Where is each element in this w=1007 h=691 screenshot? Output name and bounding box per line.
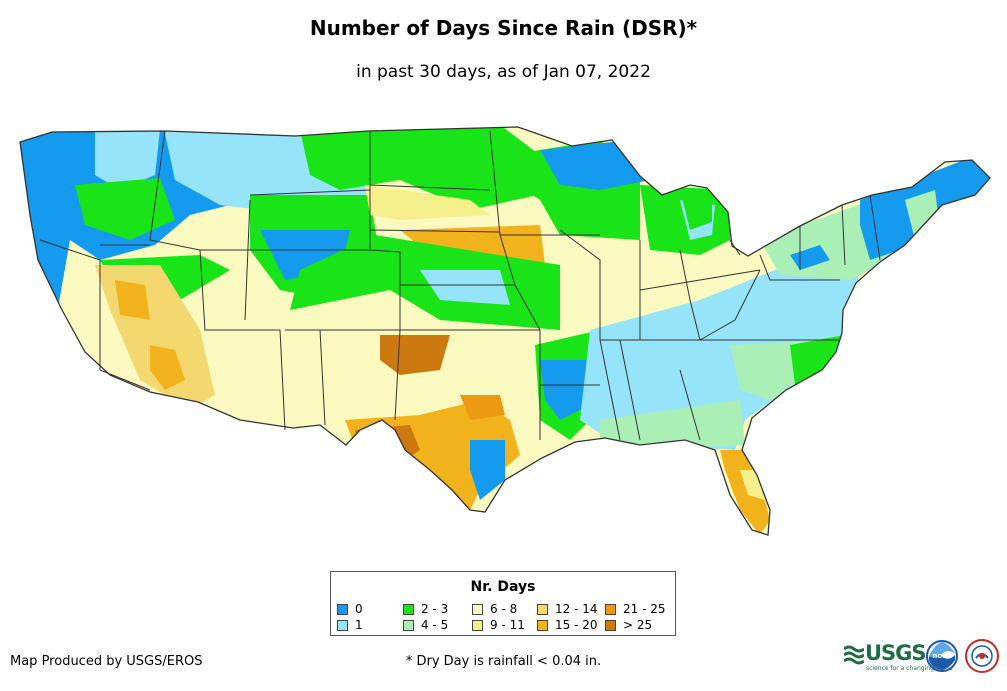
legend-swatch [537, 620, 548, 631]
legend-item-8: 21 - 25 [605, 603, 666, 617]
legend-item-6: 12 - 14 [537, 603, 598, 617]
legend-label: 6 - 8 [490, 602, 518, 616]
noaa-logo-text: noaa [932, 652, 952, 660]
legend-swatch [605, 604, 616, 615]
usgs-wave-icon [844, 645, 864, 665]
map-credit: Map Produced by USGS/EROS [10, 654, 203, 669]
legend-swatch [403, 620, 414, 631]
legend-swatch [537, 604, 548, 615]
legend-label: 21 - 25 [623, 602, 666, 616]
agency-logos: USGS science for a changing world noaa [842, 638, 1002, 678]
legend-item-1: 1 [337, 619, 363, 633]
dsr-color-regions [20, 127, 990, 535]
us-dsr-map [19, 126, 991, 536]
noaa-logo: noaa [926, 640, 958, 672]
legend-swatch [605, 620, 616, 631]
legend-label: 0 [355, 602, 363, 616]
legend-title: Nr. Days [470, 579, 536, 595]
legend-item-9: > 25 [605, 619, 652, 633]
dry-day-footnote: * Dry Day is rainfall < 0.04 in. [405, 654, 602, 669]
legend-swatch [337, 620, 348, 631]
map-legend: Nr. Days 0 1 2 - 3 4 - 5 6 - 8 9 - 11 12… [330, 571, 676, 636]
legend-swatch [403, 604, 414, 615]
legend-item-5: 9 - 11 [472, 619, 525, 633]
nws-logo [965, 639, 999, 673]
legend-item-7: 15 - 20 [537, 619, 598, 633]
legend-label: > 25 [623, 618, 653, 632]
legend-swatch [472, 620, 483, 631]
map-subtitle: in past 30 days, as of Jan 07, 2022 [356, 62, 651, 82]
usgs-wordmark: USGS [865, 641, 927, 665]
legend-swatch [472, 604, 483, 615]
legend-item-3: 4 - 5 [403, 619, 448, 633]
legend-label: 1 [355, 618, 363, 632]
usgs-tagline: science for a changing world [866, 665, 953, 672]
legend-item-2: 2 - 3 [403, 603, 448, 617]
legend-label: 9 - 11 [490, 618, 525, 632]
legend-item-0: 0 [337, 603, 363, 617]
legend-label: 2 - 3 [421, 602, 449, 616]
legend-swatch [337, 604, 348, 615]
legend-label: 15 - 20 [555, 618, 598, 632]
legend-label: 12 - 14 [555, 602, 598, 616]
legend-item-4: 6 - 8 [472, 603, 517, 617]
map-title: Number of Days Since Rain (DSR)* [309, 16, 698, 40]
legend-label: 4 - 5 [421, 618, 449, 632]
